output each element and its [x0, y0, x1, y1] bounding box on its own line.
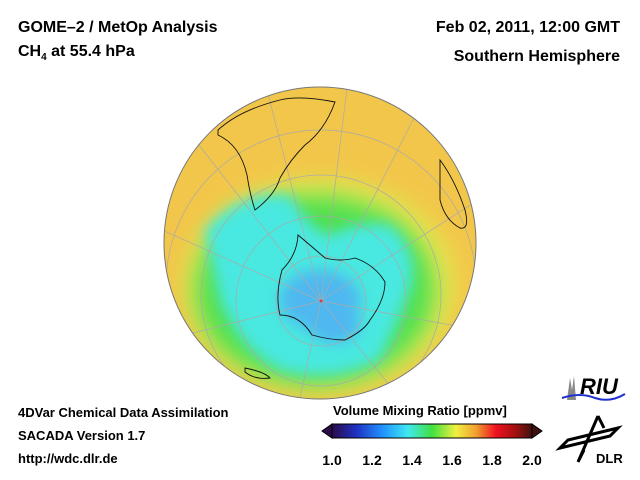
dlr-logo	[555, 415, 623, 463]
title: GOME–2 / MetOp Analysis	[18, 19, 218, 36]
colorbar-title: Volume Mixing Ratio [ppmv]	[333, 403, 507, 418]
colorbar-tick: 1.6	[442, 452, 462, 468]
riu-logo-text: RIU	[580, 374, 618, 399]
colorbar-min-arrow	[321, 423, 333, 439]
colorbar-tick: 1.0	[322, 452, 342, 468]
colorbar-tick: 1.4	[402, 452, 422, 468]
footer-line-1: 4DVar Chemical Data Assimilation	[18, 405, 229, 420]
footer-line-2: SACADA Version 1.7	[18, 428, 146, 443]
colorbar-tick: 1.8	[482, 452, 502, 468]
species-level: CH4 at 55.4 hPa	[18, 43, 135, 63]
datetime: Feb 02, 2011, 12:00 GMT	[435, 19, 620, 36]
colorbar-tick: 1.2	[362, 452, 382, 468]
dlr-logo-text: DLR	[596, 451, 623, 466]
globe-outline	[163, 86, 477, 400]
south-pole-marker	[319, 299, 323, 303]
colorbar-max-arrow	[531, 423, 543, 439]
pressure-level: at 55.4 hPa	[46, 43, 135, 60]
riu-logo	[561, 376, 626, 401]
footer-url[interactable]: http://wdc.dlr.de	[18, 451, 118, 466]
coastlines	[217, 97, 468, 379]
species: CH	[18, 43, 42, 60]
species-subscript: 4	[41, 52, 47, 64]
colorbar	[321, 423, 543, 439]
region: Southern Hemisphere	[453, 48, 620, 65]
ch4-field	[164, 87, 476, 399]
colorbar-tick: 2.0	[522, 452, 542, 468]
